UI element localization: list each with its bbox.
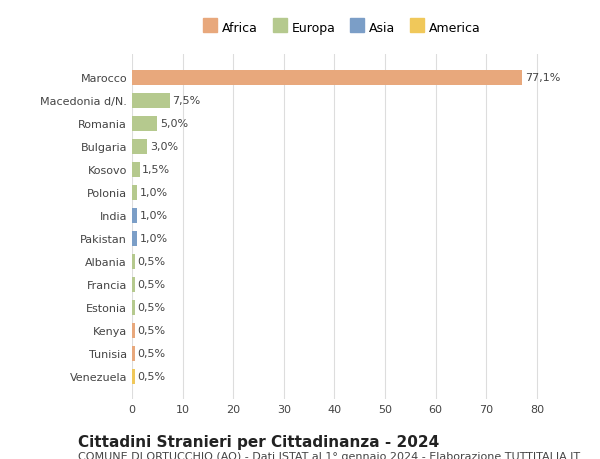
- Text: 1,0%: 1,0%: [140, 211, 168, 221]
- Bar: [132, 346, 134, 361]
- Bar: [132, 162, 140, 177]
- Bar: [132, 369, 134, 384]
- Bar: [132, 185, 137, 200]
- Bar: [132, 277, 134, 292]
- Text: 1,5%: 1,5%: [142, 165, 170, 175]
- Text: 0,5%: 0,5%: [137, 325, 165, 336]
- Text: 1,0%: 1,0%: [140, 188, 168, 198]
- Legend: Africa, Europa, Asia, America: Africa, Europa, Asia, America: [198, 17, 486, 39]
- Text: 0,5%: 0,5%: [137, 371, 165, 381]
- Text: 0,5%: 0,5%: [137, 280, 165, 290]
- Text: 0,5%: 0,5%: [137, 348, 165, 358]
- Bar: [132, 117, 157, 131]
- Text: 0,5%: 0,5%: [137, 257, 165, 267]
- Bar: [132, 231, 137, 246]
- Bar: [132, 323, 134, 338]
- Text: 77,1%: 77,1%: [524, 73, 560, 83]
- Text: 0,5%: 0,5%: [137, 302, 165, 313]
- Text: 3,0%: 3,0%: [150, 142, 178, 152]
- Bar: [132, 254, 134, 269]
- Text: Cittadini Stranieri per Cittadinanza - 2024: Cittadini Stranieri per Cittadinanza - 2…: [78, 434, 439, 449]
- Text: 7,5%: 7,5%: [172, 96, 201, 106]
- Bar: [132, 140, 147, 154]
- Bar: [132, 94, 170, 109]
- Text: 1,0%: 1,0%: [140, 234, 168, 244]
- Text: COMUNE DI ORTUCCHIO (AQ) - Dati ISTAT al 1° gennaio 2024 - Elaborazione TUTTITAL: COMUNE DI ORTUCCHIO (AQ) - Dati ISTAT al…: [78, 451, 580, 459]
- Bar: [132, 208, 137, 223]
- Bar: [132, 71, 522, 86]
- Text: 5,0%: 5,0%: [160, 119, 188, 129]
- Bar: [132, 300, 134, 315]
